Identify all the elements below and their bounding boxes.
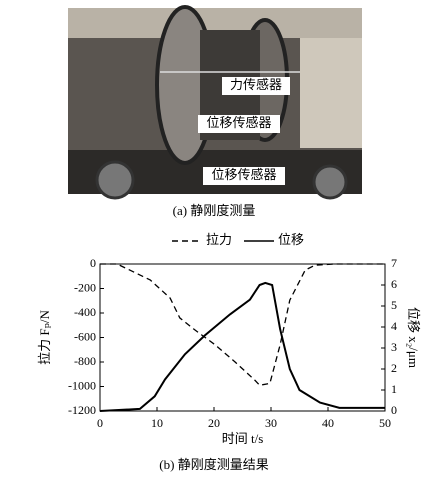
y2-tick-label: 5 <box>391 298 397 312</box>
series-line <box>99 281 385 412</box>
y-tick-label: 0 <box>90 256 96 270</box>
x-tick-label: 10 <box>151 416 163 430</box>
legend-label: 拉力 <box>206 232 232 247</box>
y-tick-label: -200 <box>74 280 96 294</box>
x-axis-label: 时间 t/s <box>222 431 264 446</box>
y-tick-label: -400 <box>74 305 96 319</box>
caption: (a) 静刚度测量 <box>173 203 256 218</box>
caption: (b) 静刚度测量结果 <box>159 457 268 472</box>
y2-tick-label: 1 <box>391 382 397 396</box>
y2-tick-label: 7 <box>391 256 397 270</box>
photo-label: 位移传感器 <box>211 167 276 182</box>
photo-label: 位移传感器 <box>206 115 271 130</box>
y-tick-label: -1000 <box>68 378 96 392</box>
x-tick-label: 0 <box>97 416 103 430</box>
series-line <box>100 263 385 386</box>
y2-axis-label: 位移 x₂/μm <box>406 307 421 368</box>
photo: 力传感器 位移传感器 位移传感器 <box>68 5 362 200</box>
y2-tick-label: 4 <box>391 319 397 333</box>
plot-frame <box>99 263 386 412</box>
x-tick-label: 20 <box>208 416 220 430</box>
photo-label: 力传感器 <box>230 77 282 92</box>
y2-tick-label: 0 <box>391 403 397 417</box>
y2-tick-label: 6 <box>391 277 397 291</box>
y2-tick-label: 2 <box>391 361 397 375</box>
x-tick-label: 40 <box>322 416 334 430</box>
legend-label: 位移 <box>278 232 304 247</box>
y2-tick-label: 3 <box>391 340 397 354</box>
y-axis-label: 拉力 Fₚ/N <box>37 310 52 365</box>
y-tick-label: -600 <box>74 329 96 343</box>
x-tick-label: 30 <box>265 416 277 430</box>
y-tick-label: -800 <box>74 354 96 368</box>
y-tick-label: -1200 <box>68 403 96 417</box>
x-tick-label: 50 <box>379 416 391 430</box>
